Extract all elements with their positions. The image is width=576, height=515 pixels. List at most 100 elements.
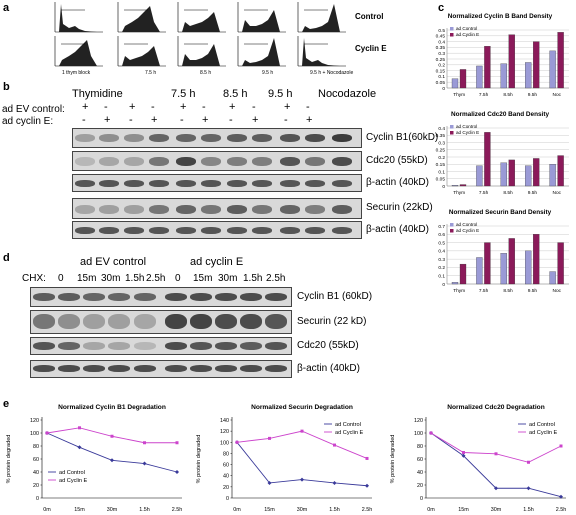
blot-band: [240, 314, 262, 329]
bar: [484, 46, 491, 89]
blot-band: [265, 293, 287, 301]
bar: [508, 238, 515, 285]
y-tick-label: 120: [414, 418, 423, 424]
blot-band: [124, 205, 144, 214]
blot-band: [280, 205, 300, 214]
x-tick-label: 30m: [297, 507, 308, 513]
panel-d-group-ev-control: ad EV control: [80, 256, 147, 268]
bar: [549, 164, 556, 187]
data-point: [333, 443, 336, 447]
x-tick-label: 9.5h: [528, 92, 538, 98]
blot-band: [149, 180, 169, 187]
x-tick-label: 2.5h: [556, 507, 567, 513]
blot-band: [99, 180, 119, 187]
data-point: [461, 453, 466, 458]
panel-b-row-cyclin-e-label: ad cyclin E:: [2, 116, 54, 127]
bar: [525, 250, 532, 285]
blot-band: [134, 293, 156, 301]
sign-ev-control: -: [104, 101, 108, 113]
bar: [549, 50, 556, 89]
x-tick-label: 15m: [74, 507, 85, 513]
blot-band: [176, 227, 196, 234]
chart-securin-band-density: Normalized Securin Band Density 0 0.1 0.2 0.…: [438, 209, 569, 294]
panel-a-timepoint-5: 9.5 h + Nocodazole: [310, 70, 354, 76]
y-tick-label: 0.7: [438, 224, 445, 230]
blot-band: [134, 314, 156, 329]
blot-band: [75, 205, 95, 214]
chart-cdc20-band-density: Normalized Cdc20 Band Density 00.05 0.10.1…: [436, 111, 569, 196]
blot-band: [240, 293, 262, 301]
x-tick-label: Thym: [453, 288, 465, 294]
blot-band: [280, 180, 300, 187]
blot-band: [75, 134, 95, 142]
blot-band: [149, 157, 169, 166]
blot-band: [265, 342, 287, 350]
data-point: [526, 486, 531, 491]
y-tick-label: 0: [36, 496, 39, 502]
blot-band: [227, 157, 247, 166]
y-tick-label: 0.45: [436, 34, 446, 40]
data-point: [559, 444, 563, 448]
y-tick-label: 40: [33, 470, 39, 476]
blot-band: [252, 227, 272, 234]
panel-d-letter: d: [3, 252, 10, 264]
data-point: [300, 477, 304, 482]
sign-cyclin-e: +: [151, 114, 158, 126]
y-tick-label: 100: [220, 440, 229, 446]
y-tick-label: 20: [223, 485, 229, 491]
data-point: [235, 440, 239, 444]
y-tick-label: 120: [30, 418, 39, 424]
blot-band: [124, 180, 144, 187]
data-point: [494, 486, 498, 491]
y-tick-label: 0.6: [438, 232, 445, 238]
blot-band: [265, 314, 287, 329]
data-point: [78, 426, 81, 430]
blot-band: [332, 157, 352, 166]
y-tick-label: 0.4: [438, 249, 445, 255]
blot-band: [305, 205, 325, 214]
blot-band: [83, 365, 105, 372]
y-tick-label: 80: [223, 451, 229, 457]
y-tick-label: 0.1: [438, 74, 445, 80]
blot-band: [280, 134, 300, 142]
blot-band: [252, 180, 272, 187]
blot-band: [75, 180, 95, 187]
x-tick-label: 30m: [491, 507, 502, 513]
blot-band: [33, 314, 55, 329]
y-tick-label: 140: [220, 418, 229, 424]
histogram-peak: [302, 4, 340, 32]
blot-band: [58, 293, 80, 301]
histogram-peak: [122, 46, 160, 66]
bar: [500, 162, 507, 187]
blot-d-label-securin: Securin (22 kD): [297, 316, 367, 327]
bar: [549, 271, 556, 285]
bar: [525, 62, 532, 89]
blot-band: [176, 157, 196, 166]
bar: [484, 242, 491, 285]
data-point: [175, 470, 179, 474]
blot-band: [227, 227, 247, 234]
chx-time-label: 0: [58, 273, 64, 284]
sign-ev-control: -: [151, 101, 155, 113]
bar: [484, 132, 491, 187]
panel-b-group-7-5h: 7.5 h: [171, 88, 196, 100]
blot-band: [149, 205, 169, 214]
y-tick-label: 60: [417, 457, 423, 463]
blot-band: [215, 314, 237, 329]
x-tick-label: Noc: [553, 190, 562, 196]
x-tick-label: 8.5h: [503, 190, 513, 196]
blot-band: [240, 365, 262, 372]
blot-b-label-actin-1: β-actin (40kD): [366, 177, 429, 188]
blot-band: [201, 227, 221, 234]
data-point: [462, 451, 465, 454]
y-tick-label: 0.1: [438, 169, 445, 175]
blot-band: [165, 342, 187, 350]
panel-b-row-ev-control-label: ad EV control:: [2, 104, 65, 115]
chart-title: Normalized Cdc20 Band Density: [451, 111, 549, 118]
x-tick-label: 1.5h: [329, 507, 340, 513]
chart-cyclin-b-band-density: Normalized Cyclin B Band Density00.050.1…: [436, 13, 569, 98]
panel-a-row-label-control: Control: [355, 12, 384, 21]
bar: [557, 32, 564, 89]
blot-d-cdc20: [30, 337, 292, 355]
y-tick-label: 0: [442, 86, 445, 92]
